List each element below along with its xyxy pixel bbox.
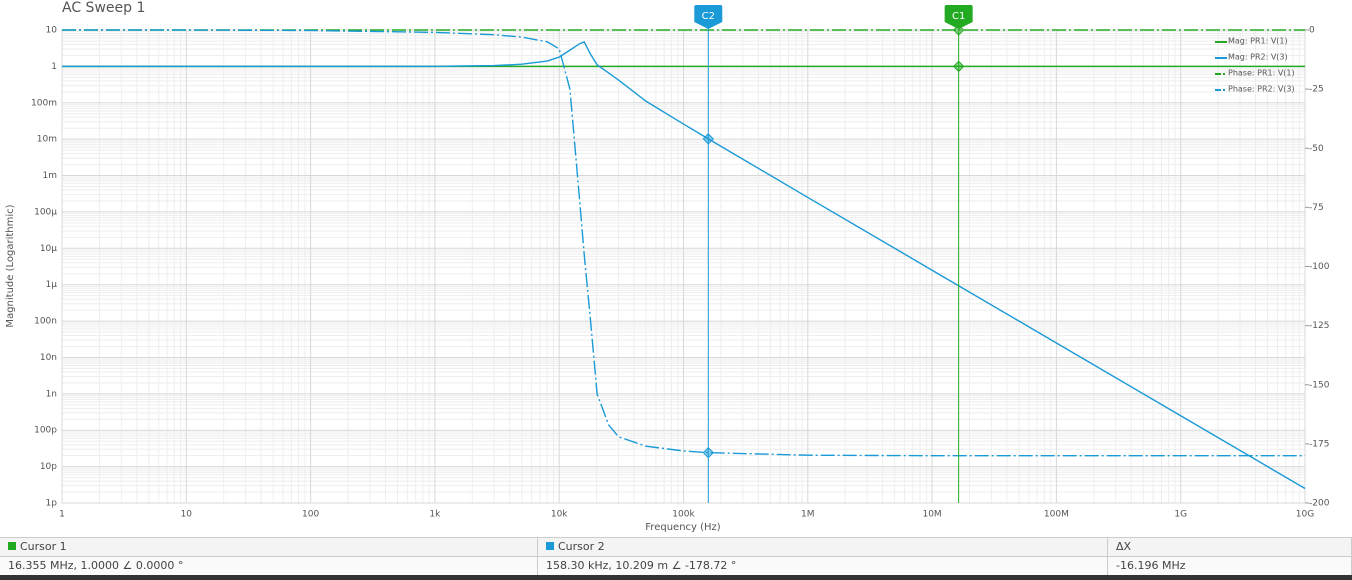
- y2-tick-label: -150: [1309, 380, 1330, 390]
- cursor-swatch: [546, 542, 554, 550]
- cursor-marker: [952, 60, 965, 73]
- y-tick-label: 100n: [34, 317, 57, 327]
- x-tick-label: 10G: [1296, 510, 1314, 520]
- x-tick-label: 10k: [551, 510, 568, 520]
- cursor-value: 158.30 kHz, 10.209 m ∠ -178.72 °: [538, 557, 1108, 575]
- cursor-name: C1: [952, 11, 965, 22]
- cursor-marker: [952, 24, 965, 36]
- x-axis-label: Frequency (Hz): [645, 522, 721, 533]
- cursor-flag: [944, 5, 973, 29]
- cursor-value-row: 16.355 MHz, 1.0000 ∠ 0.0000 ° 158.30 kHz…: [0, 556, 1352, 575]
- x-tick-label: 1k: [429, 510, 441, 520]
- x-tick-label: 10: [181, 510, 193, 520]
- x-tick-label: 100k: [672, 510, 695, 520]
- y2-tick-label: -75: [1309, 203, 1324, 213]
- y2-tick-label: -25: [1309, 85, 1324, 95]
- y-tick-label: 10n: [40, 353, 57, 363]
- y2-tick-label: -100: [1309, 262, 1330, 272]
- y-tick-label: 100m: [31, 98, 57, 108]
- y-tick-label: 10m: [37, 135, 57, 145]
- status-bar: [0, 575, 1352, 580]
- y-axis-label: Magnitude (Logarithmic): [5, 204, 16, 327]
- x-tick-label: 10M: [922, 510, 941, 520]
- y-tick-label: 10p: [40, 462, 57, 472]
- legend-label: Phase: PR2: V(3): [1228, 85, 1295, 94]
- y-tick-label: 10µ: [40, 244, 57, 254]
- cursor-header: Cursor 1: [0, 538, 538, 556]
- cursor-header-row: Cursor 1 Cursor 2 ΔX: [0, 537, 1352, 556]
- y2-tick-label: -125: [1309, 321, 1329, 331]
- x-tick-label: 100: [302, 510, 319, 520]
- y-tick-label: 1p: [46, 499, 58, 509]
- x-tick-label: 100M: [1044, 510, 1069, 520]
- chart: AC Sweep 1 Frequency (Hz) Magnitude (Log…: [5, 0, 1330, 533]
- cursor-marker: [702, 133, 715, 145]
- y2-tick-label: -175: [1309, 439, 1329, 449]
- series-line: [62, 29, 1305, 457]
- cursor-flag: [694, 5, 723, 29]
- cursor-value: 16.355 MHz, 1.0000 ∠ 0.0000 °: [0, 557, 538, 575]
- y2-tick-label: -50: [1309, 144, 1324, 154]
- x-tick-label: 1G: [1174, 510, 1187, 520]
- y-tick-label: 1µ: [46, 280, 58, 290]
- legend-label: Mag: PR2: V(3): [1228, 53, 1288, 62]
- legend-label: Mag: PR1: V(1): [1228, 37, 1288, 46]
- y-tick-label: 100µ: [34, 207, 57, 217]
- legend-label: Phase: PR1: V(1): [1228, 69, 1295, 78]
- y-tick-label: 100p: [34, 426, 57, 436]
- y-tick-label: 1m: [43, 171, 58, 181]
- delta-value: -16.196 MHz: [1108, 557, 1352, 575]
- delta-header: ΔX: [1108, 538, 1352, 556]
- series-line: [62, 41, 1306, 490]
- cursor-marker: [702, 446, 715, 459]
- x-tick-label: 1M: [801, 510, 815, 520]
- y-tick-label: 10: [46, 26, 58, 36]
- cursor-name: Cursor 2: [558, 540, 605, 553]
- cursor-panel: Cursor 1 Cursor 2 ΔX 16.355 MHz, 1.0000 …: [0, 537, 1352, 575]
- x-tick-label: 1: [59, 510, 65, 520]
- cursor-header: Cursor 2: [538, 538, 1108, 556]
- y-tick-label: 1: [51, 62, 57, 72]
- y-tick-label: 1n: [46, 389, 57, 399]
- y2-tick-label: -200: [1309, 499, 1330, 509]
- cursor-name: Cursor 1: [20, 540, 67, 553]
- cursor-name: C2: [702, 11, 715, 22]
- cursor-swatch: [8, 542, 16, 550]
- y2-tick-label: 0: [1309, 26, 1315, 36]
- chart-title: AC Sweep 1: [62, 0, 145, 16]
